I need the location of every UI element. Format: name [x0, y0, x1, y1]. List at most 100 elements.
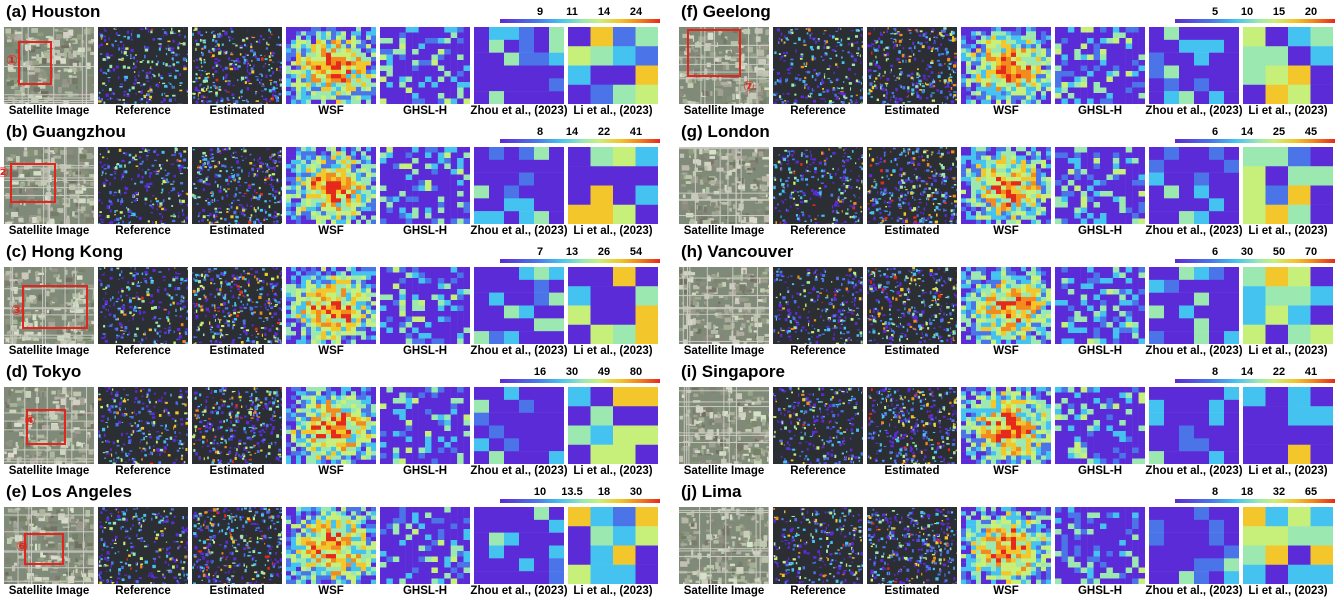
colorbar-tick: 8	[1211, 366, 1219, 378]
region-marker-number: ④	[24, 412, 36, 428]
column-label: Li et al., (2023)	[573, 465, 653, 477]
ghsl-h-map	[1055, 507, 1145, 584]
estimated-map	[867, 267, 957, 344]
colorbar-ticks: 9 11 14 24	[500, 6, 660, 18]
colorbar-tick: 6	[1211, 126, 1219, 138]
ghsl-h-map	[380, 27, 470, 104]
li-map	[568, 387, 658, 464]
region-marker-number: ⑦	[743, 78, 755, 94]
column-label: Reference	[790, 225, 846, 237]
column-label: WSF	[993, 345, 1019, 357]
satellite-image	[4, 147, 94, 224]
zhou-map	[1149, 387, 1239, 464]
colorbar: 5 10 15 20	[1175, 6, 1335, 24]
region-marker-number: ⑥	[16, 538, 28, 554]
panel-6: (f) Geelong 5 10 15 20 Satellite Image Referen…	[675, 0, 1340, 118]
colorbar-tick: 20	[1304, 6, 1318, 18]
wsf-map	[286, 267, 376, 344]
wsf-map	[286, 507, 376, 584]
colorbar: 9 11 14 24	[500, 6, 660, 24]
column-label: Li et al., (2023)	[573, 105, 653, 117]
satellite-image	[679, 147, 769, 224]
colorbar-ticks: 8 14 22 41	[500, 126, 660, 138]
wsf-map	[286, 27, 376, 104]
li-map	[1243, 27, 1333, 104]
ghsl-h-map	[1055, 267, 1145, 344]
wsf-map	[286, 147, 376, 224]
column-label: Zhou et al., (2023)	[470, 465, 568, 477]
column-label: Satellite Image	[8, 585, 90, 597]
column-label: Zhou et al., (2023)	[470, 585, 568, 597]
column-label: Estimated	[884, 345, 940, 357]
region-marker-number: ①	[6, 52, 18, 68]
column-label: Zhou et al., (2023)	[1145, 465, 1243, 477]
panel-title: (d) Tokyo	[6, 362, 82, 381]
column-label: Reference	[115, 225, 171, 237]
zhou-map	[474, 27, 564, 104]
column-label: GHSL-H	[1077, 585, 1123, 597]
colorbar-tick: 45	[1304, 126, 1318, 138]
ghsl-h-map	[1055, 27, 1145, 104]
wsf-map	[961, 27, 1051, 104]
panel-title: (c) Hong Kong	[6, 242, 124, 261]
reference-map	[98, 27, 188, 104]
colorbar-tick: 22	[597, 126, 611, 138]
panel-9: (i) Singapore 8 14 22 41 Satellite Image Refer…	[675, 360, 1340, 478]
satellite-image	[679, 387, 769, 464]
colorbar-tick: 10	[533, 486, 547, 498]
colorbar-tick: 15	[1272, 6, 1286, 18]
column-label: Li et al., (2023)	[1248, 345, 1328, 357]
li-map	[1243, 267, 1333, 344]
zhou-map	[474, 387, 564, 464]
colorbar: 8 18 32 65	[1175, 486, 1335, 504]
reference-map	[773, 267, 863, 344]
satellite-image	[679, 507, 769, 584]
zhou-map	[1149, 267, 1239, 344]
column-label: WSF	[318, 345, 344, 357]
colorbar-ticks: 6 14 25 45	[1175, 126, 1335, 138]
colorbar: 10 13.5 18 30	[500, 486, 660, 504]
colorbar-gradient	[1175, 139, 1335, 143]
satellite-image	[4, 27, 94, 104]
reference-map	[98, 387, 188, 464]
column-label: Reference	[790, 585, 846, 597]
colorbar-tick: 32	[1272, 486, 1286, 498]
zhou-map	[474, 267, 564, 344]
colorbar-tick: 7	[536, 246, 544, 258]
column-label: WSF	[993, 585, 1019, 597]
region-marker-box	[24, 533, 64, 565]
panel-4: (d) Tokyo 16 30 49 80 Satellite Image Referenc…	[0, 360, 665, 478]
reference-map	[773, 27, 863, 104]
region-marker-box	[22, 285, 88, 329]
li-map	[568, 507, 658, 584]
column-label: Reference	[790, 465, 846, 477]
region-marker-number: ②	[0, 164, 9, 180]
wsf-map	[961, 147, 1051, 224]
panel-title: (a) Houston	[6, 2, 101, 21]
column-label: Estimated	[209, 225, 265, 237]
colorbar-ticks: 5 10 15 20	[1175, 6, 1335, 18]
colorbar-ticks: 8 14 22 41	[1175, 366, 1335, 378]
colorbar-tick: 30	[629, 486, 643, 498]
column-label: Satellite Image	[683, 225, 765, 237]
panel-1: (a) Houston 9 11 14 24 Satellite Image Referen…	[0, 0, 665, 118]
panel-title: (i) Singapore	[681, 362, 785, 381]
column-label: Satellite Image	[683, 105, 765, 117]
column-label: Li et al., (2023)	[1248, 465, 1328, 477]
colorbar-tick: 26	[597, 246, 611, 258]
zhou-map	[474, 507, 564, 584]
estimated-map	[192, 147, 282, 224]
panel-title: (e) Los Angeles	[6, 482, 132, 501]
colorbar-tick: 80	[629, 366, 643, 378]
column-label: Estimated	[884, 105, 940, 117]
colorbar-tick: 18	[1240, 486, 1254, 498]
column-label: Estimated	[209, 345, 265, 357]
column-label: Estimated	[884, 225, 940, 237]
satellite-image	[679, 267, 769, 344]
panel-5: (e) Los Angeles 10 13.5 18 30 Satellite Image…	[0, 480, 665, 598]
column-label: GHSL-H	[1077, 105, 1123, 117]
colorbar-gradient	[500, 139, 660, 143]
colorbar-tick: 14	[565, 126, 579, 138]
column-label: GHSL-H	[402, 585, 448, 597]
colorbar-tick: 11	[566, 6, 578, 18]
